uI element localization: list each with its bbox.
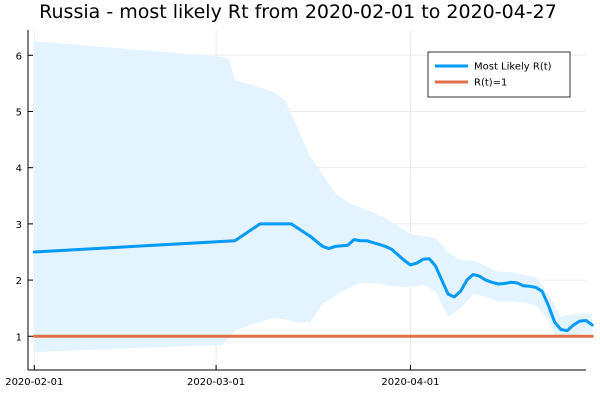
legend-label: Most Likely R(t)	[474, 62, 552, 73]
x-tick-label: 2020-02-01	[5, 377, 63, 388]
y-tick-label: 5	[16, 107, 22, 118]
confidence-band	[34, 41, 593, 352]
y-tick-label: 4	[16, 164, 22, 175]
chart-title: Russia - most likely Rt from 2020-02-01 …	[39, 1, 557, 23]
series-lines	[32, 222, 594, 338]
legend: Most Likely R(t) R(t)=1	[427, 51, 571, 98]
x-tick-label: 2020-03-01	[187, 377, 245, 388]
confidence-band-area	[34, 41, 593, 352]
x-tick-label: 2020-04-01	[381, 377, 439, 388]
y-tick-label: 6	[16, 51, 22, 62]
y-tick-label: 3	[16, 220, 22, 231]
y-tick-label: 1	[16, 332, 22, 343]
axes	[27, 30, 586, 371]
legend-box	[427, 51, 571, 98]
legend-label: R(t)=1	[474, 78, 507, 89]
most-likely-rt-line	[32, 222, 594, 333]
y-tick-label: 2	[16, 276, 22, 287]
tick-labels: 1 2 3 4 5 6 2020-02-01 2020-03-01 2020-04-01	[5, 51, 439, 388]
